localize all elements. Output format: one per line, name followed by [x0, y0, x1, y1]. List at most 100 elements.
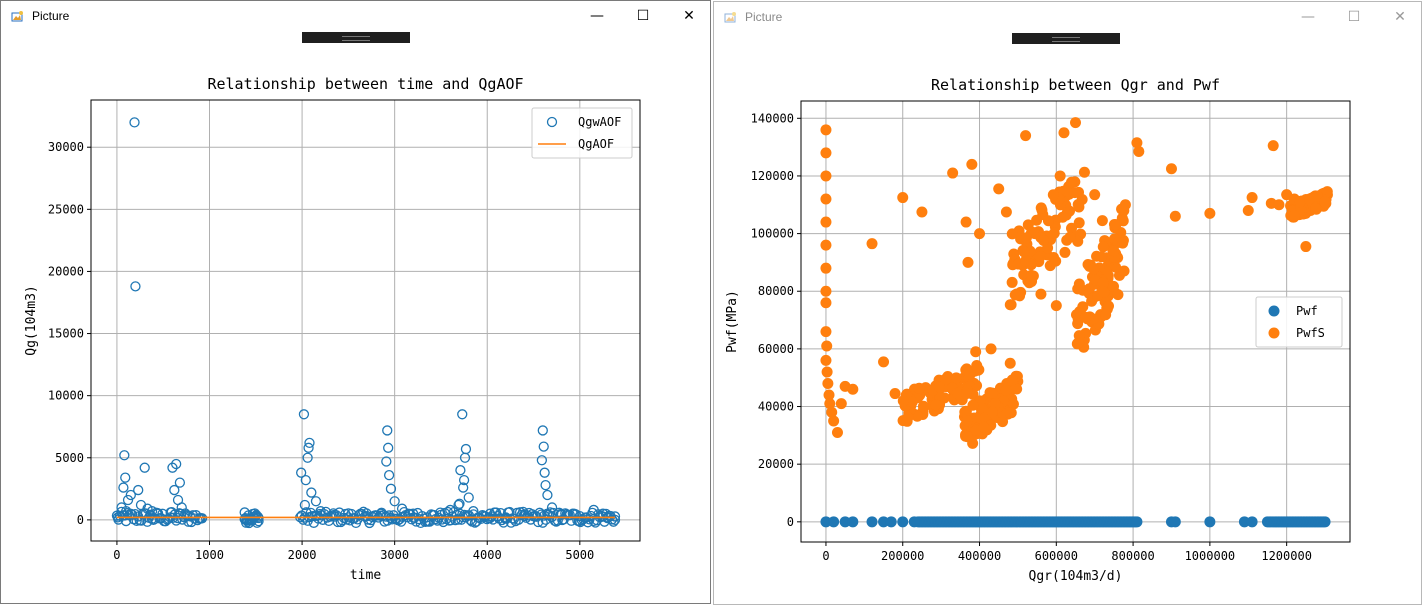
x-tick-label: 1200000 [1261, 549, 1312, 563]
data-point-PwfS [1112, 289, 1124, 301]
data-point-PwfS [913, 382, 925, 394]
x-tick-label: 800000 [1111, 549, 1154, 563]
legend-label-QgwAOF: QgwAOF [578, 115, 621, 129]
data-point-QgwAOF [519, 511, 530, 522]
x-tick-label: 2000 [288, 548, 317, 562]
data-point-PwfS [820, 297, 832, 309]
data-point-QgwAOF [537, 425, 548, 436]
data-point-PwfS [1006, 374, 1018, 386]
picture-window-left: Picture — ☐ ✕ Relationship between time … [0, 0, 711, 604]
legend-box [531, 107, 633, 159]
data-point-PwfS [820, 239, 832, 251]
data-point-QgwAOF [383, 470, 395, 481]
data-point-PwfS [987, 387, 999, 399]
data-point-QgwAOF [459, 452, 471, 463]
data-point-PwfS [824, 398, 836, 410]
data-point-PwfS [1131, 137, 1143, 149]
data-point-QgwAOF [546, 502, 558, 513]
data-point-PwfS [1078, 166, 1090, 178]
y-tick-label: 20000 [48, 264, 84, 278]
data-point-PwfS [970, 346, 982, 358]
legend-label-Pwf: Pwf [1296, 304, 1318, 318]
minimize-button[interactable]: — [590, 8, 604, 24]
close-button[interactable]: ✕ [683, 8, 695, 24]
data-point-QgwAOF [540, 479, 551, 491]
data-point-PwfS [1072, 337, 1084, 349]
y-axis-label: Pwf(MPa) [725, 290, 740, 353]
legend-label-QgAOF: QgAOF [578, 137, 614, 151]
data-point-QgwAOF [455, 465, 466, 476]
data-point-PwfS [878, 356, 890, 368]
data-point-QgwAOF [539, 467, 550, 478]
data-point-QgwAOF [542, 489, 553, 501]
data-point-PwfS [897, 192, 909, 204]
data-point-Pwf [1238, 516, 1250, 528]
data-point-QgwAOF [396, 503, 408, 514]
data-point-QgwAOF [389, 496, 400, 507]
data-point-QgwAOF [445, 504, 456, 516]
title-bar[interactable]: Picture — ☐ ✕ [714, 2, 1421, 32]
data-point-QgwAOF [139, 462, 150, 473]
y-axis-label: Qg(104m3) [24, 285, 39, 355]
legend-label-PwfS: PwfS [1296, 326, 1325, 340]
data-point-PwfS [962, 431, 974, 443]
data-point-QgwAOF [463, 492, 474, 503]
data-point-PwfS [911, 410, 923, 422]
data-point-PwfS [1097, 277, 1109, 289]
data-point-QgwAOF [296, 467, 307, 478]
data-point-Pwf [866, 516, 878, 528]
data-point-PwfS [1319, 196, 1331, 208]
x-tick-label: 400000 [958, 549, 1001, 563]
data-point-PwfS [821, 340, 833, 352]
data-point-PwfS [1061, 185, 1073, 197]
data-point-QgwAOF [175, 508, 186, 519]
data-point-QgwAOF [122, 494, 134, 506]
data-point-PwfS [1009, 289, 1021, 301]
picture-window-right: Picture — ☐ ✕ Relationship between Qgr a… [713, 1, 1422, 605]
data-point-PwfS [820, 262, 832, 274]
data-point-PwfS [1048, 227, 1060, 239]
data-point-PwfS [916, 206, 928, 218]
title-bar[interactable]: Picture — ☐ ✕ [1, 1, 710, 31]
y-tick-label: 5000 [55, 451, 84, 465]
data-point-PwfS [1311, 190, 1323, 202]
legend-marker-PwfS [1268, 327, 1280, 339]
maximize-button[interactable]: ☐ [1347, 9, 1361, 25]
y-tick-label: 20000 [758, 457, 794, 471]
data-point-QgwAOF [454, 498, 465, 509]
data-point-PwfS [1035, 288, 1047, 300]
data-point-PwfS [1059, 246, 1071, 258]
data-point-QgwAOF [304, 437, 315, 449]
data-point-PwfS [1095, 251, 1107, 263]
x-axis-label: Qgr(104m3/d) [1029, 569, 1123, 584]
y-tick-label: 100000 [751, 227, 794, 241]
data-point-QgwAOF [133, 484, 144, 496]
data-point-PwfS [1000, 206, 1012, 218]
data-point-QgwAOF [435, 509, 447, 521]
close-button[interactable]: ✕ [1394, 9, 1406, 25]
minimize-button[interactable]: — [1301, 9, 1315, 25]
data-point-PwfS [822, 377, 834, 389]
data-point-PwfS [1098, 286, 1110, 298]
data-point-PwfS [866, 238, 878, 250]
data-point-PwfS [1080, 312, 1092, 324]
data-point-QgwAOF [468, 506, 479, 517]
data-point-QgwAOF [457, 409, 468, 420]
data-point-PwfS [1117, 237, 1129, 249]
data-point-QgwAOF [130, 281, 141, 292]
data-point-QgwAOF [537, 517, 548, 528]
data-point-QgwAOF [458, 482, 469, 493]
data-point-Pwf [1319, 516, 1331, 528]
data-point-Pwf [847, 516, 859, 528]
data-point-PwfS [966, 158, 978, 170]
maximize-button[interactable]: ☐ [636, 8, 650, 24]
data-point-PwfS [1107, 280, 1119, 292]
data-point-PwfS [1073, 201, 1085, 213]
data-point-QgwAOF [383, 442, 394, 453]
data-point-PwfS [1042, 215, 1054, 227]
data-point-QgwAOF [298, 409, 310, 420]
data-point-PwfS [1169, 210, 1181, 222]
data-point-PwfS [971, 360, 983, 372]
data-point-QgwAOF [120, 515, 132, 527]
data-point-QgwAOF [361, 511, 373, 522]
